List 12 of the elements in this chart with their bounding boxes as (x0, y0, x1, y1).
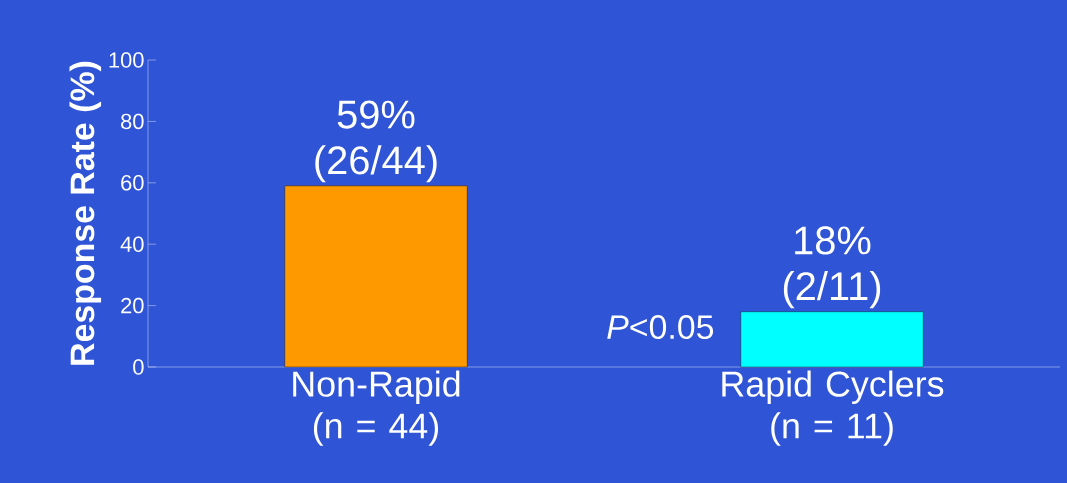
y-tick-label: 40 (120, 236, 144, 252)
y-tick-label: 80 (121, 113, 144, 130)
data-label: 18% (2/11) (783, 226, 881, 309)
y-axis-title: Response Rate (%) (69, 61, 102, 365)
x-tick-label: Non-Rapid (n = 44) (293, 370, 460, 446)
y-tick-label: 100 (109, 52, 144, 68)
y-tick-label: 60 (121, 175, 144, 191)
annotation: P<0.05 (607, 315, 714, 340)
data-label: 59% (26/44) (315, 100, 437, 183)
y-tick-label: 0 (133, 359, 144, 375)
x-tick-label: Rapid Cyclers (n = 11) (722, 370, 944, 446)
y-tick-label: 20 (121, 297, 144, 314)
